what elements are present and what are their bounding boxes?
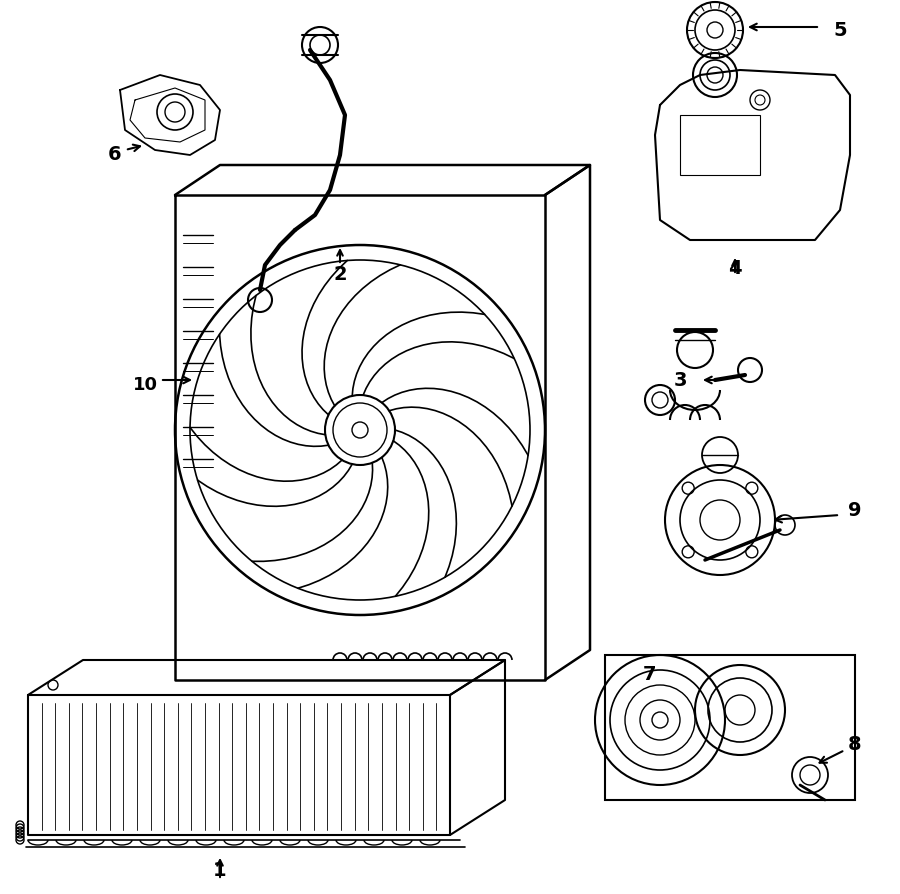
Text: 9: 9 [848, 501, 862, 519]
Text: 6: 6 [108, 146, 122, 164]
Text: 4: 4 [728, 258, 742, 277]
Text: 7: 7 [644, 665, 657, 685]
Text: 10: 10 [132, 376, 157, 394]
Text: 2: 2 [333, 266, 346, 284]
Text: 3: 3 [673, 370, 687, 390]
Text: 5: 5 [833, 21, 847, 39]
Text: 8: 8 [848, 736, 862, 755]
Bar [680, 115, 760, 175]
Text: 1: 1 [213, 861, 227, 880]
Bar [605, 655, 855, 800]
